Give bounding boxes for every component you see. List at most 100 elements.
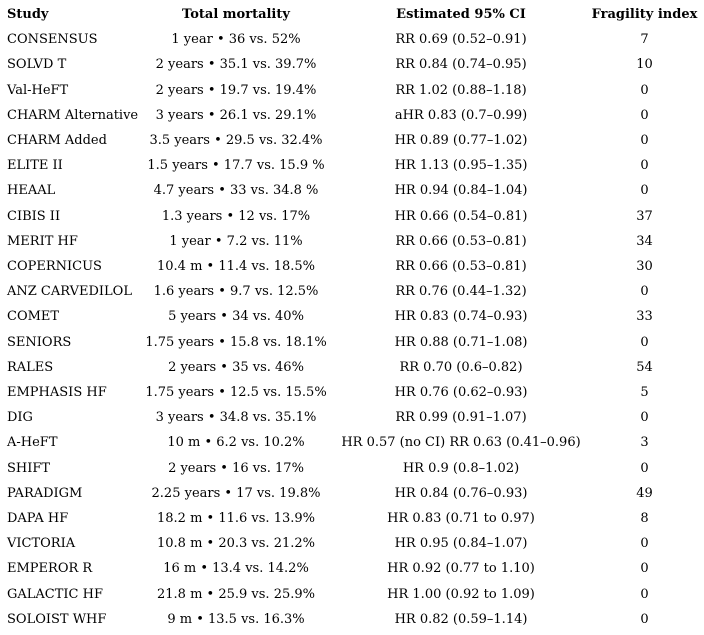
table-row: MERIT HF 1 year • 7.2 vs. 11% RR 0.66 (0…	[0, 229, 704, 254]
total-mortality-cell: 1 year • 36 vs. 52%	[171, 32, 301, 48]
total-mortality-cell: 2 years • 35 vs. 46%	[168, 359, 304, 375]
estimated-ci-cell: RR 0.66 (0.53–0.81)	[395, 259, 527, 275]
table-row: SHIFT 2 years • 16 vs. 17% HR 0.9 (0.8–1…	[0, 456, 704, 481]
fragility-index-cell: 33	[636, 309, 653, 325]
fragility-index-cell: 0	[640, 536, 649, 552]
study-cell: EMPEROR R	[7, 561, 93, 577]
total-mortality-cell: 1 year • 7.2 vs. 11%	[169, 233, 303, 249]
header-fragility-index: Fragility index	[591, 7, 698, 22]
table-row: DAPA HF 18.2 m • 11.6 vs. 13.9% HR 0.83 …	[0, 506, 704, 531]
total-mortality-cell: 2 years • 16 vs. 17%	[168, 460, 304, 476]
estimated-ci-cell: HR 0.89 (0.77–1.02)	[394, 133, 528, 149]
table-row: HEAAL 4.7 years • 33 vs. 34.8 % HR 0.94 …	[0, 178, 704, 203]
total-mortality-cell: 1.75 years • 15.8 vs. 18.1%	[145, 334, 327, 350]
fragility-index-cell: 0	[640, 460, 649, 476]
header-total-mortality: Total mortality	[182, 7, 290, 22]
study-cell: EMPHASIS HF	[7, 385, 107, 401]
study-cell: ANZ CARVEDILOL	[7, 284, 132, 300]
study-cell: Val-HeFT	[7, 82, 69, 98]
total-mortality-cell: 1.3 years • 12 vs. 17%	[161, 208, 311, 224]
estimated-ci-cell: RR 0.70 (0.6–0.82)	[399, 359, 523, 375]
fragility-index-cell: 0	[640, 586, 649, 602]
table-row: SENIORS 1.75 years • 15.8 vs. 18.1% HR 0…	[0, 330, 704, 355]
study-cell: SENIORS	[7, 334, 72, 350]
total-mortality-cell: 10.4 m • 11.4 vs. 18.5%	[157, 259, 315, 275]
study-cell: MERIT HF	[7, 233, 78, 249]
estimated-ci-cell: HR 1.00 (0.92 to 1.09)	[387, 586, 535, 602]
fragility-index-cell: 0	[640, 82, 649, 98]
estimated-ci-cell: RR 0.84 (0.74–0.95)	[395, 57, 527, 73]
estimated-ci-cell: aHR 0.83 (0.7–0.99)	[394, 107, 528, 123]
header-row: Study Total mortality Estimated 95% CI F…	[0, 2, 704, 27]
fragility-index-cell: 37	[636, 208, 653, 224]
fragility-index-cell: 0	[640, 334, 649, 350]
fragility-index-cell: 0	[640, 133, 649, 149]
header-estimated-ci: Estimated 95% CI	[396, 7, 526, 22]
study-cell: PARADIGM	[7, 485, 83, 501]
fragility-index-cell: 3	[640, 435, 649, 451]
total-mortality-cell: 3.5 years • 29.5 vs. 32.4%	[149, 133, 323, 149]
study-cell: SOLVD T	[7, 57, 67, 73]
study-cell: HEAAL	[7, 183, 56, 199]
fragility-index-cell: 8	[640, 511, 649, 527]
fragility-index-cell: 0	[640, 611, 649, 627]
fragility-index-cell: 5	[640, 385, 649, 401]
estimated-ci-cell: HR 0.83 (0.71 to 0.97)	[387, 511, 535, 527]
estimated-ci-cell: HR 0.94 (0.84–1.04)	[394, 183, 528, 199]
table-row: EMPEROR R 16 m • 13.4 vs. 14.2% HR 0.92 …	[0, 556, 704, 581]
fragility-index-cell: 30	[636, 259, 653, 275]
fragility-index-cell: 0	[640, 410, 649, 426]
fragility-index-cell: 0	[640, 183, 649, 199]
fragility-index-cell: 54	[636, 359, 653, 375]
study-cell: SHIFT	[7, 460, 51, 476]
fragility-index-cell: 10	[636, 57, 653, 73]
study-cell: CONSENSUS	[7, 32, 98, 48]
table-row: CHARM Alternative 3 years • 26.1 vs. 29.…	[0, 103, 704, 128]
estimated-ci-cell: HR 0.9 (0.8–1.02)	[402, 460, 520, 476]
table-row: SOLOIST WHF 9 m • 13.5 vs. 16.3% HR 0.82…	[0, 607, 704, 632]
study-cell: A-HeFT	[7, 435, 58, 451]
estimated-ci-cell: HR 0.57 (no CI) RR 0.63 (0.41–0.96)	[341, 435, 581, 451]
fragility-index-cell: 49	[636, 485, 653, 501]
table-row: VICTORIA 10.8 m • 20.3 vs. 21.2% HR 0.95…	[0, 531, 704, 556]
study-cell: ELITE II	[7, 158, 63, 174]
total-mortality-cell: 16 m • 13.4 vs. 14.2%	[163, 561, 309, 577]
fragility-index-cell: 0	[640, 284, 649, 300]
table-row: A-HeFT 10 m • 6.2 vs. 10.2% HR 0.57 (no …	[0, 430, 704, 455]
estimated-ci-cell: HR 1.13 (0.95–1.35)	[394, 158, 528, 174]
estimated-ci-cell: HR 0.82 (0.59–1.14)	[394, 611, 528, 627]
study-cell: GALACTIC HF	[7, 586, 103, 602]
table-row: CONSENSUS 1 year • 36 vs. 52% RR 0.69 (0…	[0, 27, 704, 52]
study-cell: DAPA HF	[7, 511, 69, 527]
estimated-ci-cell: HR 0.88 (0.71–1.08)	[394, 334, 528, 350]
table-row: RALES 2 years • 35 vs. 46% RR 0.70 (0.6–…	[0, 355, 704, 380]
total-mortality-cell: 3 years • 34.8 vs. 35.1%	[155, 410, 317, 426]
total-mortality-cell: 9 m • 13.5 vs. 16.3%	[167, 611, 305, 627]
fragility-index-cell: 0	[640, 107, 649, 123]
fragility-index-cell: 0	[640, 561, 649, 577]
study-cell: SOLOIST WHF	[7, 611, 107, 627]
estimated-ci-cell: HR 0.95 (0.84–1.07)	[394, 536, 528, 552]
table-row: COPERNICUS 10.4 m • 11.4 vs. 18.5% RR 0.…	[0, 254, 704, 279]
estimated-ci-cell: RR 0.76 (0.44–1.32)	[395, 284, 527, 300]
estimated-ci-cell: RR 0.69 (0.52–0.91)	[395, 32, 527, 48]
table-row: EMPHASIS HF 1.75 years • 12.5 vs. 15.5% …	[0, 380, 704, 405]
estimated-ci-cell: HR 0.83 (0.74–0.93)	[394, 309, 528, 325]
study-cell: RALES	[7, 359, 54, 375]
total-mortality-cell: 2.25 years • 17 vs. 19.8%	[151, 485, 321, 501]
study-cell: COPERNICUS	[7, 259, 102, 275]
total-mortality-cell: 1.75 years • 12.5 vs. 15.5%	[145, 385, 327, 401]
total-mortality-cell: 5 years • 34 vs. 40%	[168, 309, 304, 325]
study-cell: VICTORIA	[7, 536, 76, 552]
total-mortality-cell: 10 m • 6.2 vs. 10.2%	[167, 435, 305, 451]
fragility-index-cell: 0	[640, 158, 649, 174]
estimated-ci-cell: RR 1.02 (0.88–1.18)	[395, 82, 527, 98]
table-row: COMET 5 years • 34 vs. 40% HR 0.83 (0.74…	[0, 304, 704, 329]
total-mortality-cell: 21.8 m • 25.9 vs. 25.9%	[157, 586, 315, 602]
study-cell: CIBIS II	[7, 208, 61, 224]
estimated-ci-cell: RR 0.99 (0.91–1.07)	[395, 410, 527, 426]
estimated-ci-cell: HR 0.66 (0.54–0.81)	[394, 208, 528, 224]
study-cell: DIG	[7, 410, 33, 426]
total-mortality-cell: 1.5 years • 17.7 vs. 15.9 %	[147, 158, 325, 174]
estimated-ci-cell: HR 0.84 (0.76–0.93)	[394, 485, 528, 501]
